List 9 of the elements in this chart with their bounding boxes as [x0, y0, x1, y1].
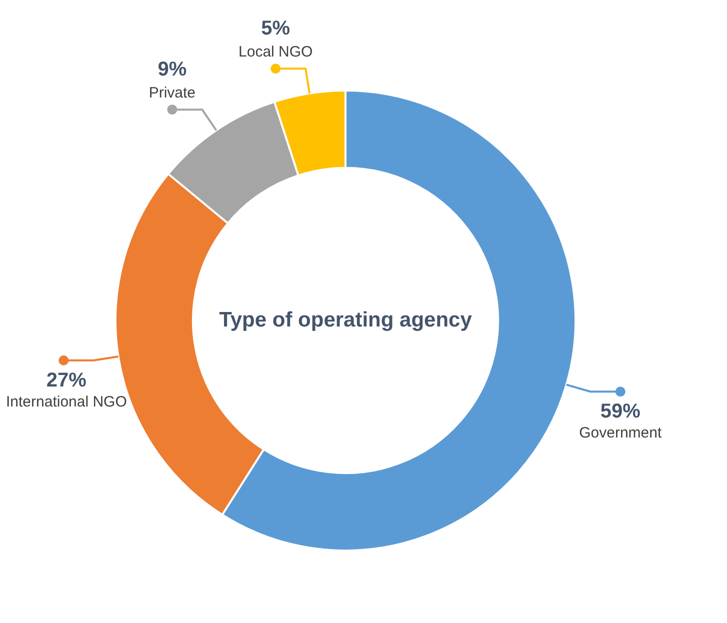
data-label: 5%: [261, 18, 290, 40]
text: Type of operating agency: [219, 308, 472, 332]
data-label: 59%: [600, 400, 641, 423]
slice-label: Government: [579, 424, 662, 442]
data-label: 27%: [46, 369, 87, 392]
slice-label: Private: [148, 84, 196, 102]
data-label: 9%: [158, 58, 187, 81]
slice-label: Local NGO: [238, 44, 313, 61]
slice-label: International NGO: [6, 393, 127, 410]
